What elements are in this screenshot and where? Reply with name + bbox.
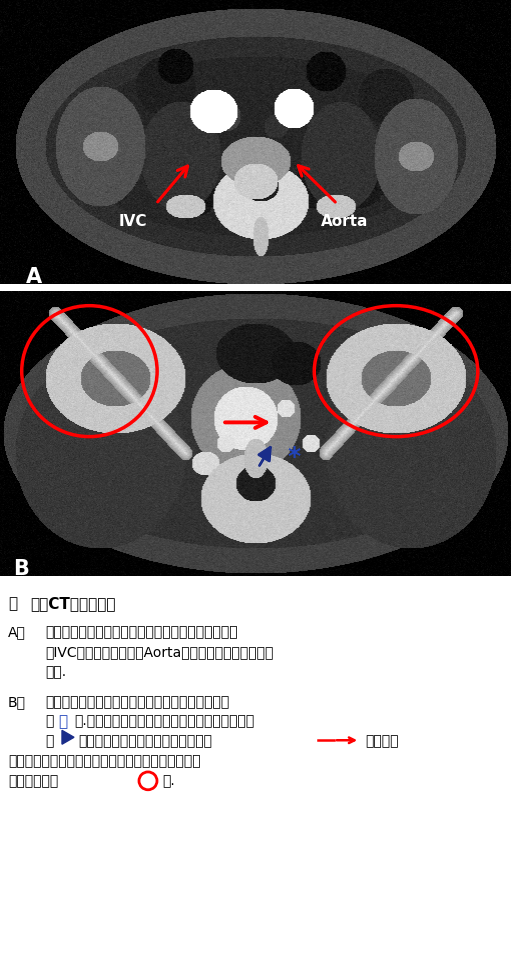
Text: 果を認める（: 果を認める（ [8, 774, 58, 787]
Text: ），背側に存在する左内腸骨静脈（: ），背側に存在する左内腸骨静脈（ [78, 734, 212, 748]
Text: Aorta: Aorta [321, 213, 368, 229]
Text: ）.: ）. [162, 774, 175, 787]
Text: 左内腸骨動脈には壁在血栓を伴う動脈瘤を認める: 左内腸骨動脈には壁在血栓を伴う動脈瘤を認める [45, 695, 229, 708]
Text: ）との交: ）との交 [365, 734, 399, 748]
Text: ）.　動脈瘤壁には瘻孔を示唆する陥凹がみられ: ）. 動脈瘤壁には瘻孔を示唆する陥凹がみられ [74, 714, 254, 729]
Text: 通が示唆される．さらに，殿筋間の静脈内に造影効: 通が示唆される．さらに，殿筋間の静脈内に造影効 [8, 754, 201, 768]
Text: 造影CT（動脈相）: 造影CT（動脈相） [30, 595, 115, 611]
Text: いる.: いる. [45, 665, 66, 679]
Text: 動脈相での撮影にもかかわらず，拡張した下大静脈: 動脈相での撮影にもかかわらず，拡張した下大静脈 [45, 625, 238, 640]
Text: IVC: IVC [119, 213, 147, 229]
Text: （: （ [45, 734, 53, 748]
Polygon shape [62, 731, 74, 744]
Text: *: * [287, 445, 300, 469]
Text: （IVC）が腹部大動脈（Aorta）と同程度に増強されて: （IVC）が腹部大動脈（Aorta）と同程度に増強されて [45, 646, 273, 659]
Text: （: （ [45, 714, 53, 729]
Text: ＊: ＊ [58, 714, 67, 730]
Text: A）: A） [8, 625, 26, 640]
Text: A: A [26, 266, 42, 287]
Text: B: B [13, 559, 29, 579]
Text: B）: B） [8, 695, 26, 708]
Text: 図: 図 [8, 595, 17, 611]
